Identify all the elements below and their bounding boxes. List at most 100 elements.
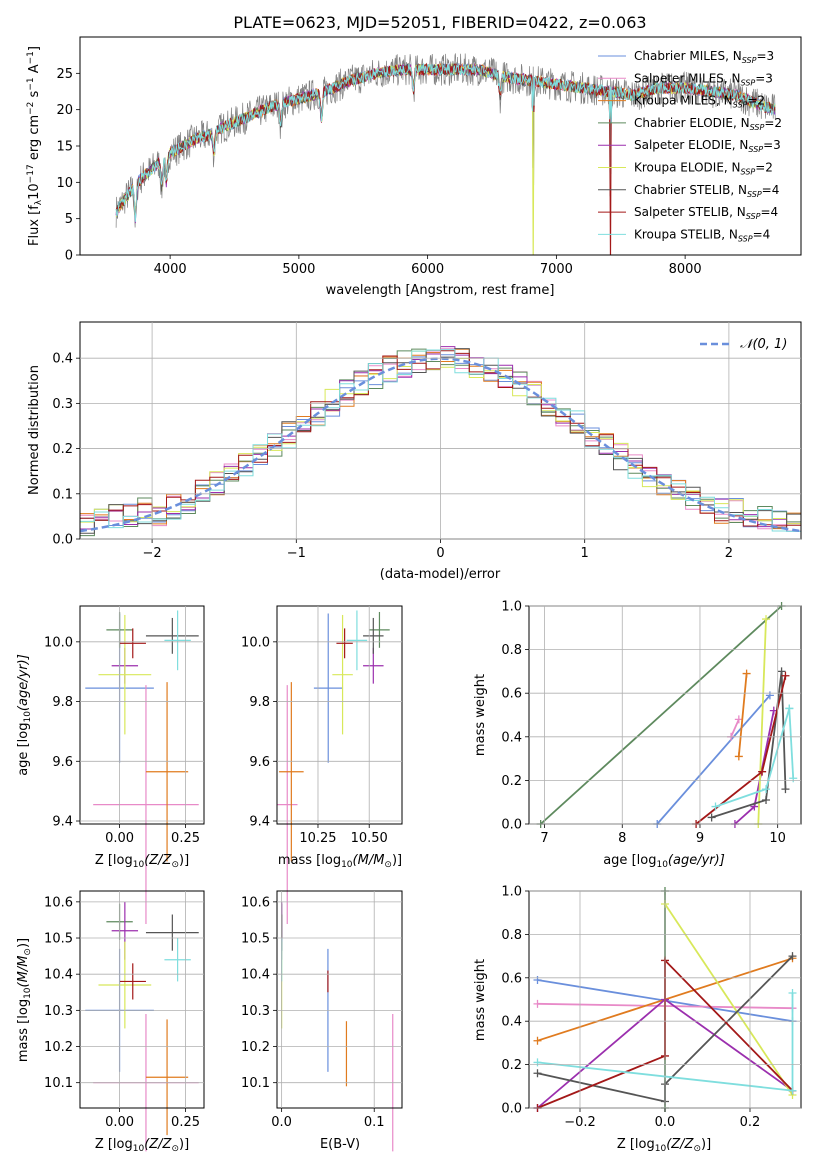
weight-vs-age-xtick-label: 9 bbox=[696, 831, 704, 846]
weight-vs-Z-marker bbox=[533, 975, 542, 984]
spectrum-legend: Chabrier MILES, NSSP=3 Salpeter MILES, NS… bbox=[598, 49, 782, 243]
mass-vs-Z-ytick-label: 10.5 bbox=[44, 932, 73, 947]
weight-vs-Z-xtick-label: 0.0 bbox=[655, 1115, 676, 1130]
age-vs-Z-ytick-label: 10.0 bbox=[44, 635, 73, 650]
mass-ebv-axes: 0.0 0.1 10.1 10.2 10.3 10.4 10.5 10.6 bbox=[241, 891, 402, 1130]
weight-age-plot-area bbox=[536, 602, 798, 828]
weight-vs-age-marker bbox=[785, 704, 794, 713]
mass-vs-ebv-ytick-label: 10.1 bbox=[241, 1076, 270, 1091]
age-z-axes: 0.00 0.25 9.4 9.6 9.8 10.0 bbox=[44, 606, 204, 846]
spectrum-xtick-label: 6000 bbox=[411, 262, 444, 277]
weight-vs-age-xtick-label: 7 bbox=[540, 831, 548, 846]
weight-vs-age-marker bbox=[758, 767, 767, 776]
weight-age-axes: 7 8 9 10 0.0 0.2 0.4 0.6 0.8 1.0 bbox=[501, 600, 801, 846]
spectrum-axes: 4000 5000 6000 7000 8000 0 5 10 15 20 25 bbox=[56, 67, 701, 277]
weight-vs-Z-marker bbox=[533, 999, 542, 1008]
weight-vs-Z-xtick-label: 0.2 bbox=[740, 1115, 761, 1130]
weight-vs-age-series-4 bbox=[540, 605, 783, 825]
histogram-ylabel: Normed distribution bbox=[27, 365, 42, 495]
histogram-xtick-label: 0 bbox=[436, 546, 444, 561]
weight-vs-age-marker bbox=[707, 813, 716, 822]
weight-vs-Z-ytick-label: 0.8 bbox=[501, 928, 522, 943]
mass-vs-Z-ytick-label: 10.3 bbox=[44, 1004, 73, 1019]
weight-vs-age-xtick-label: 8 bbox=[618, 831, 626, 846]
histogram-xlabel: (data-model)/error bbox=[380, 567, 501, 582]
weight-vs-age-marker bbox=[789, 774, 798, 783]
mass-vs-Z-ytick-label: 10.6 bbox=[44, 895, 73, 910]
age-vs-Z-xtick-label: 0.00 bbox=[105, 831, 134, 846]
weight-vs-Z-marker bbox=[533, 1036, 542, 1045]
histogram-legend: 𝒩(0, 1) bbox=[700, 337, 787, 352]
mass-z-plot-area bbox=[85, 901, 199, 1152]
mass-z-axes: 0.00 0.25 10.1 10.2 10.3 10.4 10.5 10.6 bbox=[44, 891, 204, 1130]
weight-vs-Z-ytick-label: 0.4 bbox=[501, 1015, 522, 1030]
weight-vs-Z-marker bbox=[788, 1086, 797, 1095]
mass-ebv-frame bbox=[276, 890, 403, 1109]
weight-age-xlabel: age [log10(age/yr)] bbox=[603, 853, 725, 870]
model-spectrum-line-8 bbox=[115, 62, 776, 255]
weight-vs-age-marker bbox=[777, 667, 786, 676]
mass-z-xlabel: Z [log10(Z/Z⊙)] bbox=[95, 1137, 189, 1154]
weight-vs-age-series-2 bbox=[730, 719, 740, 738]
mass-z-ylabel: mass [log10(M/M⊙)] bbox=[16, 938, 33, 1062]
weight-vs-age-marker bbox=[734, 752, 743, 761]
mass-vs-ebv-ytick-label: 10.3 bbox=[241, 1004, 270, 1019]
legend-label-1: Chabrier MILES, NSSP=3 bbox=[634, 49, 774, 65]
age-z-ylabel: age [log10(age/yr)] bbox=[16, 654, 33, 776]
mass-vs-Z-ytick-label: 10.2 bbox=[44, 1040, 73, 1055]
weight-z-axes: −0.2 0.0 0.2 0.0 0.2 0.4 0.6 0.8 1.0 bbox=[501, 885, 801, 1130]
histogram-ytick-label: 0.0 bbox=[52, 533, 73, 548]
weight-vs-age-marker bbox=[781, 671, 790, 680]
weight-vs-age-marker bbox=[762, 796, 771, 805]
spectrum-ytick-label: 0 bbox=[65, 249, 73, 264]
spectrum-xtick-label: 4000 bbox=[154, 262, 187, 277]
weight-vs-Z-series-6 bbox=[664, 903, 794, 1096]
age-vs-mass-ytick-label: 9.6 bbox=[249, 755, 270, 770]
mass-ebv-plot-area bbox=[281, 901, 394, 1152]
histogram-xtick-label: 1 bbox=[581, 546, 589, 561]
age-vs-mass-ytick-label: 10.0 bbox=[241, 635, 270, 650]
weight-vs-age-marker bbox=[765, 691, 774, 700]
weight-vs-age-series-1 bbox=[656, 694, 771, 825]
weight-vs-Z-ytick-label: 0.0 bbox=[501, 1102, 522, 1117]
histogram-xtick-label: −2 bbox=[143, 546, 162, 561]
age-vs-mass-xtick-label: 10.50 bbox=[351, 831, 388, 846]
weight-vs-Z-ytick-label: 0.2 bbox=[501, 1058, 522, 1073]
weight-vs-age-ytick-label: 0.4 bbox=[501, 730, 522, 745]
legend-label-4: Chabrier ELODIE, NSSP=2 bbox=[634, 116, 782, 132]
weight-vs-age-ytick-label: 0.8 bbox=[501, 643, 522, 658]
age-z-frame bbox=[79, 605, 205, 825]
weight-z-panel: −0.2 0.0 0.2 0.0 0.2 0.4 0.6 0.8 1.0 Z [log10(Z/… bbox=[473, 885, 802, 1154]
weight-z-ylabel: mass weight bbox=[473, 959, 488, 1041]
weight-vs-age-series-9 bbox=[715, 708, 791, 808]
age-z-plot-area bbox=[85, 610, 199, 925]
mass-vs-ebv-ytick-label: 10.2 bbox=[241, 1040, 270, 1055]
weight-vs-age-marker bbox=[742, 669, 751, 678]
weight-vs-age-marker bbox=[711, 802, 720, 811]
weight-age-ylabel: mass weight bbox=[473, 674, 488, 756]
mass-ebv-panel: 0.0 0.1 10.1 10.2 10.3 10.4 10.5 10.6 E(B-V) bbox=[241, 890, 403, 1152]
spectrum-ytick-label: 5 bbox=[65, 212, 73, 227]
weight-vs-age-ytick-label: 0.6 bbox=[501, 687, 522, 702]
weight-vs-age-marker bbox=[762, 615, 771, 624]
age-z-xlabel: Z [log10(Z/Z⊙)] bbox=[95, 853, 189, 870]
legend-label-7: Chabrier STELIB, NSSP=4 bbox=[634, 183, 779, 199]
spectrum-plot-area bbox=[115, 53, 776, 255]
age-vs-mass-xtick-label: 10.25 bbox=[299, 831, 336, 846]
histogram-xtick-label: 2 bbox=[725, 546, 733, 561]
mass-vs-ebv-xtick-label: 0.1 bbox=[364, 1115, 385, 1130]
weight-age-panel: 7 8 9 10 0.0 0.2 0.4 0.6 0.8 1.0 age [log10(age/y… bbox=[473, 600, 802, 870]
age-vs-mass-ytick-label: 9.8 bbox=[249, 695, 270, 710]
mass-vs-ebv-ytick-label: 10.6 bbox=[241, 895, 270, 910]
spectrum-panel: 4000 5000 6000 7000 8000 0 5 10 15 20 25 Chabrier … bbox=[26, 36, 802, 298]
age-vs-mass-ytick-label: 9.4 bbox=[249, 815, 270, 830]
mass-vs-ebv-ytick-label: 10.5 bbox=[241, 932, 270, 947]
weight-vs-Z-marker bbox=[788, 952, 797, 961]
legend-label-8: Salpeter STELIB, NSSP=4 bbox=[634, 205, 778, 221]
weight-vs-Z-ytick-label: 0.6 bbox=[501, 971, 522, 986]
spectrum-ytick-label: 20 bbox=[56, 103, 73, 118]
spectrum-xtick-label: 7000 bbox=[540, 262, 573, 277]
histogram-ytick-label: 0.1 bbox=[52, 487, 73, 502]
legend-label-3: Kroupa MILES, NSSP=2 bbox=[634, 94, 765, 110]
mass-z-frame bbox=[79, 890, 205, 1109]
